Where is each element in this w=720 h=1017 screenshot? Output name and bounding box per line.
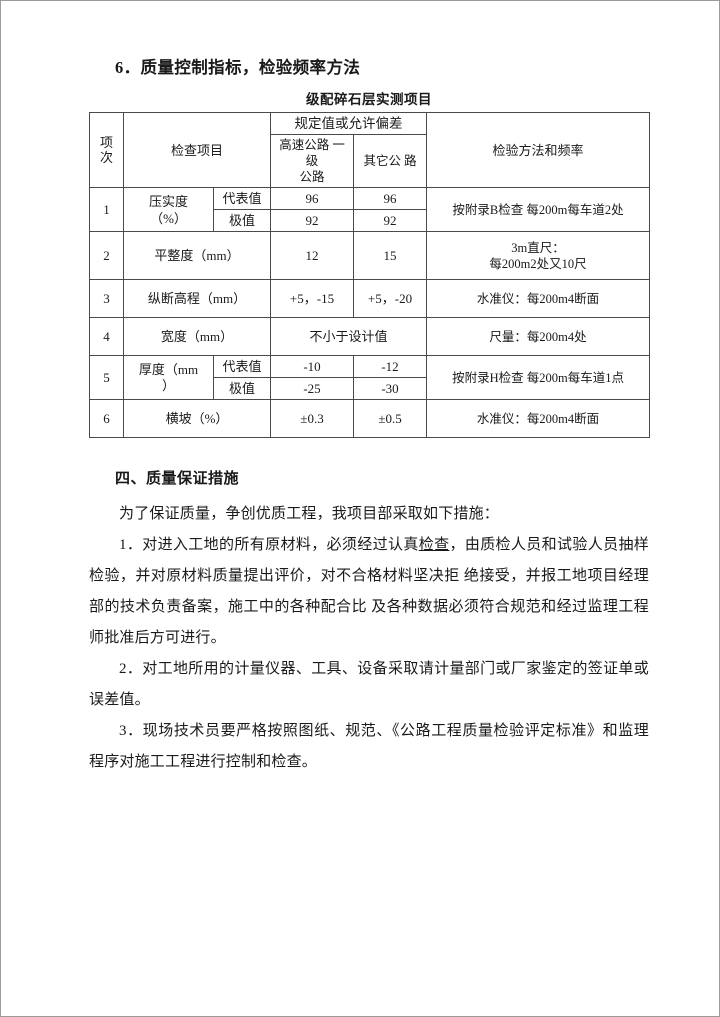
paragraph-item-1-pre: 1．对进入工地的所有原材料，必须经过认真 [119,537,419,553]
table-title: 级配碎石层实测项目 [306,92,432,107]
table-row: 4 宽度（mm） 不小于设计值 尺量：每200m4处 [89,317,651,356]
header-spec-other-text: 其它公 路 [363,154,417,168]
row-method-2-line2: 每200m2处又10尺 [489,256,587,271]
paragraph-intro: 为了保证质量，争创优质工程，我项目部采取如下措施： [119,506,500,522]
header-col-item: 检查项目 [122,112,272,188]
row-val2-5-2: -30 [353,377,428,400]
row-val1-5-1: -10 [270,355,355,378]
table-row: 6 横坡（%） ±0.3 ±0.5 水准仪：每200m4断面 [89,399,651,438]
row-item-1-line2: （%） [150,210,187,226]
row-sub-1-2: 极值 [212,209,272,232]
row-val1-1-2: 92 [270,209,355,232]
row-item-6: 横坡（%） [122,399,272,438]
row-val1-3: +5，-15 [270,279,355,318]
row-item-2: 平整度（mm） [122,231,272,280]
row-method-1: 按附录B检查 每200m每车道2处 [426,187,651,232]
row-item-4: 宽度（mm） [122,317,272,356]
row-val1-5-2: -25 [270,377,355,400]
row-item-5-line1: 厚度（mm [138,361,199,377]
row-method-3: 水准仪：每200m4断面 [426,279,651,318]
header-col-no-ch1: 项 [100,135,114,150]
row-method-4: 尺量：每200m4处 [426,317,651,356]
header-col-spec-highway: 高速公路 一级 公路 [270,134,355,188]
section-heading: 6．质量控制指标，检验频率方法 [115,58,361,77]
row-item-1: 压实度 （%） [123,187,214,232]
header-col-no: 项次 [89,112,124,188]
table-row: 3 纵断高程（mm） +5，-15 +5，-20 水准仪：每200m4断面 [89,279,651,318]
row-no-2: 2 [89,231,124,280]
row-val1-6: ±0.3 [270,399,355,438]
paragraph-item-1-post: ，由质检人员和试验人员抽样检验，并对原材料质量提出评价，对不合格材料坚决拒 绝接… [89,537,650,646]
paragraph-item-2: 2．对工地所用的计量仪器、工具、设备采取请计量部门或厂家鉴定的签证单或误差值。 [89,661,649,708]
row-val2-1-1: 96 [353,187,428,210]
header-spec-highway-line2: 公路 [299,170,325,184]
paragraph-item-1: 1．对进入工地的所有原材料，必须经过认真检查，由质检人员和试验人员抽样检验，并对… [89,530,649,654]
row-val2-3: +5，-20 [353,279,428,318]
header-col-spec-group: 规定值或允许偏差 [270,112,428,135]
row-item-3: 纵断高程（mm） [122,279,272,318]
table-row: 2 平整度（mm） 12 15 3m直尺： 每200m2处又10尺 [89,231,651,280]
row-item-5-line2: ） [161,377,175,393]
row-val1-2: 12 [270,231,355,280]
row-item-5: 厚度（mm ） [123,355,214,400]
row-no-3: 3 [89,279,124,318]
row-method-6: 水准仪：每200m4断面 [426,399,651,438]
row-no-5: 5 [89,355,124,400]
row-val-span-4: 不小于设计值 [270,317,428,356]
paragraph-item-3: 3．现场技术员要严格按照图纸、规范、《公路工程质量检验评定标准》和监理程序对施工… [89,723,649,770]
page-content: 6．质量控制指标，检验频率方法 级配碎石层实测项目 项次 检查项目 规定值或允许… [89,53,651,778]
header-col-method: 检验方法和频率 [426,112,651,188]
header-col-no-ch2: 次 [100,150,114,165]
row-val2-1-2: 92 [353,209,428,232]
table-row: 极值 92 92 [90,209,650,232]
header-col-spec-other: 其它公 路 [353,134,428,188]
row-method-2-line1: 3m直尺： [511,240,565,255]
row-val2-6: ±0.5 [353,399,428,438]
table-header-row-1: 项次 检查项目 规定值或允许偏差 检验方法和频率 [89,112,651,188]
row-sub-1-1: 代表值 [212,187,272,210]
row-no-1: 1 [89,187,124,232]
sub-heading-quality-measures: 四、质量保证措施 [115,471,240,487]
row-sub-5-1: 代表值 [212,355,272,378]
spec-table: 项次 检查项目 规定值或允许偏差 检验方法和频率 高速公路 一级 公路 其它公 … [89,112,651,438]
row-val2-5-1: -12 [353,355,428,378]
row-sub-5-2: 极值 [212,377,272,400]
row-method-5: 按附录H检查 每200m每车道1点 [426,355,651,400]
row-val2-2: 15 [353,231,428,280]
paragraph-item-1-underlined: 检查 [418,537,450,553]
table-row: 1 压实度 （%） 代表值 96 96 按附录B检查 每200m每车道2处 [89,187,651,232]
row-val1-1-1: 96 [270,187,355,210]
row-method-2: 3m直尺： 每200m2处又10尺 [426,231,651,280]
header-spec-highway-line1: 高速公路 一级 [279,138,345,168]
row-no-4: 4 [89,317,124,356]
row-no-6: 6 [89,399,124,438]
table-row: 5 厚度（mm ） 代表值 -10 -12 按附录H检查 每200m每车道1点 [89,355,651,400]
row-item-1-line1: 压实度 [148,193,188,209]
table-header-row-2: 高速公路 一级 公路 其它公 路 [90,134,650,188]
